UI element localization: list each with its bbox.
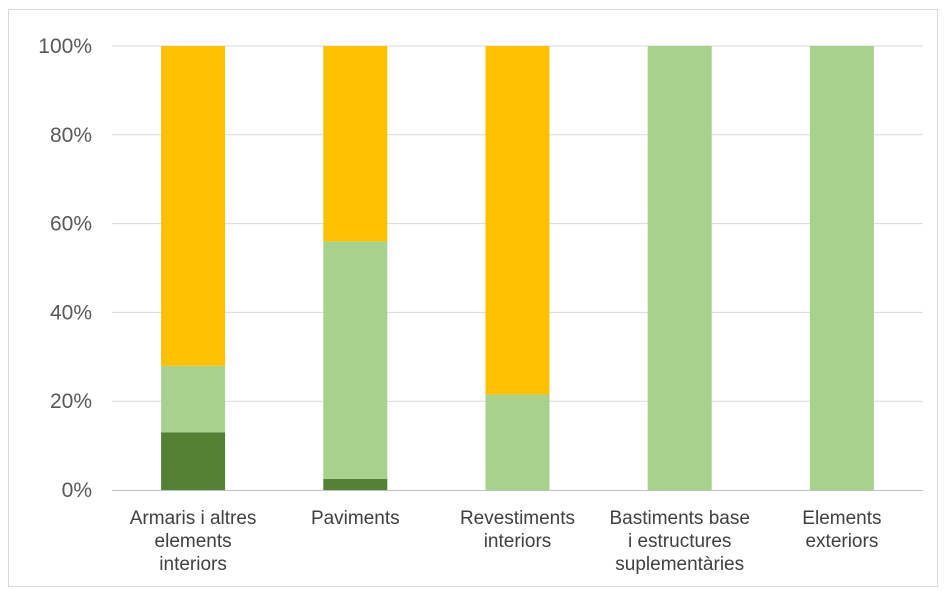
labels: 0% 20% 40% 60% 80% 100% Armaris i altres elemen… xyxy=(38,35,881,575)
x-category-label: Bastiments base i estructures suplementàri… xyxy=(609,508,749,575)
y-tick-label: 20% xyxy=(50,390,92,413)
bar-segment xyxy=(809,46,874,490)
bar-segment xyxy=(647,46,712,490)
bar-segment xyxy=(323,241,388,479)
x-category-label: Elements exteriors xyxy=(802,508,881,552)
y-tick-label: 80% xyxy=(50,124,92,147)
bar-segment xyxy=(161,365,226,433)
bar-segment xyxy=(161,432,226,490)
bar-segment xyxy=(161,46,226,366)
bar-segment xyxy=(323,46,388,242)
x-category-label: Armaris i altres elements interiors xyxy=(130,508,257,575)
y-tick-label: 100% xyxy=(38,35,92,58)
bar-segment xyxy=(485,394,550,490)
bar-segment xyxy=(485,46,550,395)
x-category-label: Paviments xyxy=(311,508,400,529)
bar-segment xyxy=(323,478,388,490)
y-tick-label: 0% xyxy=(62,479,92,502)
x-category-label: Revestiments interiors xyxy=(460,508,575,552)
y-tick-label: 60% xyxy=(50,213,92,236)
bars xyxy=(161,46,874,490)
y-tick-label: 40% xyxy=(50,301,92,324)
